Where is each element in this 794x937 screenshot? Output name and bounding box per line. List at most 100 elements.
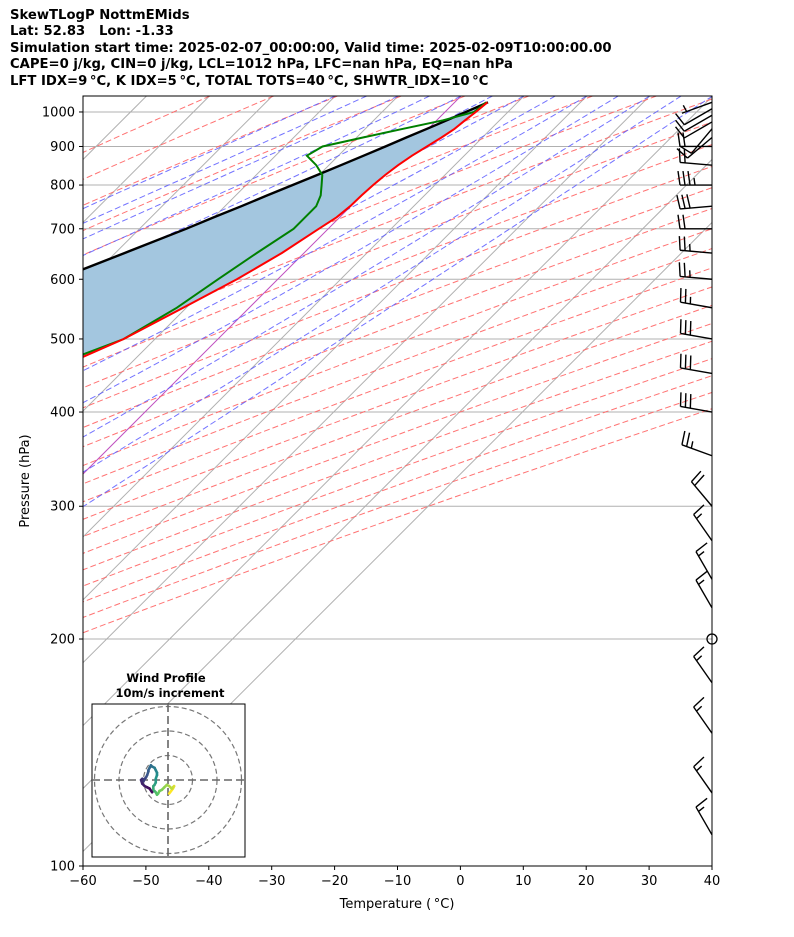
y-tick-label: 100 bbox=[50, 860, 75, 875]
barb-staff bbox=[680, 161, 713, 166]
dry-adiabat bbox=[83, 96, 211, 153]
barb-staff bbox=[680, 332, 713, 340]
barb-flag bbox=[678, 262, 681, 277]
barb-flag bbox=[681, 430, 686, 445]
isotherm-line bbox=[83, 96, 462, 475]
hodograph-inset: Wind Profile 10m/s increment bbox=[91, 671, 246, 858]
barb-flag bbox=[694, 474, 705, 487]
chart-header: SkewTLogP NottmEMids Lat: 52.83 Lon: -1.… bbox=[10, 8, 612, 90]
dry-adiabat bbox=[83, 96, 402, 232]
barb-flag bbox=[683, 148, 686, 163]
barb-staff bbox=[683, 108, 713, 126]
wind-barb bbox=[675, 108, 713, 126]
dry-adiabat bbox=[83, 247, 712, 485]
isotherm-line bbox=[83, 96, 712, 727]
barb-staff bbox=[680, 249, 713, 254]
y-axis-label: Pressure (hPa) bbox=[18, 434, 33, 527]
barb-staff bbox=[687, 136, 713, 159]
barb-staff bbox=[693, 514, 713, 542]
x-tick-label: 0 bbox=[456, 874, 464, 889]
x-tick-label: 40 bbox=[704, 874, 721, 889]
barb-flag bbox=[690, 470, 702, 483]
wind-barb bbox=[681, 430, 713, 457]
barb-staff bbox=[695, 551, 713, 580]
barb-flag bbox=[686, 194, 691, 209]
barb-staff bbox=[690, 481, 713, 507]
axis-ticks: −60 −50 −40 −30 −20 −10 0 10 20 30 40 1000 900 800 700… bbox=[42, 105, 720, 889]
dry-adiabat bbox=[83, 375, 712, 603]
barb-half-flag bbox=[690, 441, 694, 449]
barb-half-flag bbox=[698, 551, 705, 557]
barb-half-flag bbox=[696, 655, 703, 662]
wind-barb bbox=[677, 132, 712, 148]
barb-flag bbox=[695, 570, 708, 581]
dry-adiabat bbox=[83, 228, 712, 467]
barb-flag bbox=[676, 148, 688, 159]
barb-half-flag bbox=[698, 579, 705, 585]
y-tick-label: 300 bbox=[50, 500, 75, 515]
location-line: Lat: 52.83 Lon: -1.33 bbox=[10, 24, 174, 40]
isotherm-line bbox=[83, 96, 525, 538]
moist-adiabat bbox=[83, 96, 367, 224]
barb-flag bbox=[675, 119, 685, 132]
barb-staff bbox=[680, 405, 713, 413]
wind-barb bbox=[678, 262, 713, 280]
hodograph-subtitle: 10m/s increment bbox=[116, 686, 225, 700]
wind-barb bbox=[679, 319, 713, 340]
barb-flag bbox=[676, 195, 681, 210]
barb-flag bbox=[678, 148, 681, 163]
y-tick-label: 500 bbox=[50, 332, 75, 347]
moist-adiabat bbox=[83, 96, 399, 240]
barb-flag bbox=[693, 504, 705, 516]
y-tick-label: 900 bbox=[50, 140, 75, 155]
cin-shading bbox=[83, 102, 488, 357]
barb-staff bbox=[693, 706, 713, 734]
isotherm-line bbox=[83, 96, 84, 98]
moist-adiabat bbox=[83, 96, 556, 343]
profiles bbox=[83, 101, 489, 358]
dry-adiabat bbox=[83, 286, 712, 520]
dry-adiabat bbox=[83, 121, 712, 368]
x-tick-label: 30 bbox=[641, 874, 658, 889]
barb-half-flag bbox=[696, 765, 703, 772]
x-tick-label: 20 bbox=[578, 874, 595, 889]
isotherm-line bbox=[83, 96, 651, 664]
barb-staff bbox=[693, 656, 713, 684]
x-axis-label: Temperature ( °C) bbox=[339, 897, 455, 912]
y-tick-label: 700 bbox=[50, 222, 75, 237]
time-line: Simulation start time: 2025-02-07_00:00:… bbox=[10, 40, 612, 56]
wind-barb bbox=[690, 470, 713, 507]
wind-barb bbox=[676, 194, 713, 210]
moist-adiabat bbox=[83, 96, 336, 210]
y-tick-label: 1000 bbox=[42, 105, 75, 120]
wind-barb bbox=[678, 236, 713, 254]
wind-barb bbox=[679, 288, 713, 309]
cape-area bbox=[83, 102, 488, 357]
wind-barb bbox=[695, 570, 713, 609]
dry-adiabat bbox=[83, 98, 712, 347]
x-tick-label: −40 bbox=[195, 874, 222, 889]
wind-barb bbox=[677, 214, 712, 230]
barb-half-flag bbox=[696, 705, 703, 712]
wind-barb bbox=[693, 756, 713, 794]
y-tick-label: 400 bbox=[50, 406, 75, 421]
parcel-profile-line bbox=[83, 101, 489, 271]
dewpoint-profile-line bbox=[83, 101, 487, 356]
barb-flag bbox=[693, 646, 705, 658]
barb-staff bbox=[690, 128, 713, 154]
barb-flag bbox=[693, 756, 705, 768]
barb-staff bbox=[680, 301, 713, 309]
x-tick-label: −60 bbox=[69, 874, 96, 889]
wind-barbs bbox=[675, 101, 718, 836]
barb-flag bbox=[678, 236, 681, 251]
y-tick-label: 200 bbox=[50, 633, 75, 648]
barb-flag bbox=[677, 132, 681, 147]
barb-flag bbox=[682, 170, 686, 186]
moist-adiabat bbox=[83, 96, 650, 438]
moist-adiabat bbox=[83, 96, 619, 404]
dry-adiabat bbox=[83, 358, 712, 587]
hodograph-title: Wind Profile bbox=[126, 671, 206, 685]
wind-barb bbox=[695, 797, 713, 836]
barb-flag bbox=[683, 236, 686, 251]
